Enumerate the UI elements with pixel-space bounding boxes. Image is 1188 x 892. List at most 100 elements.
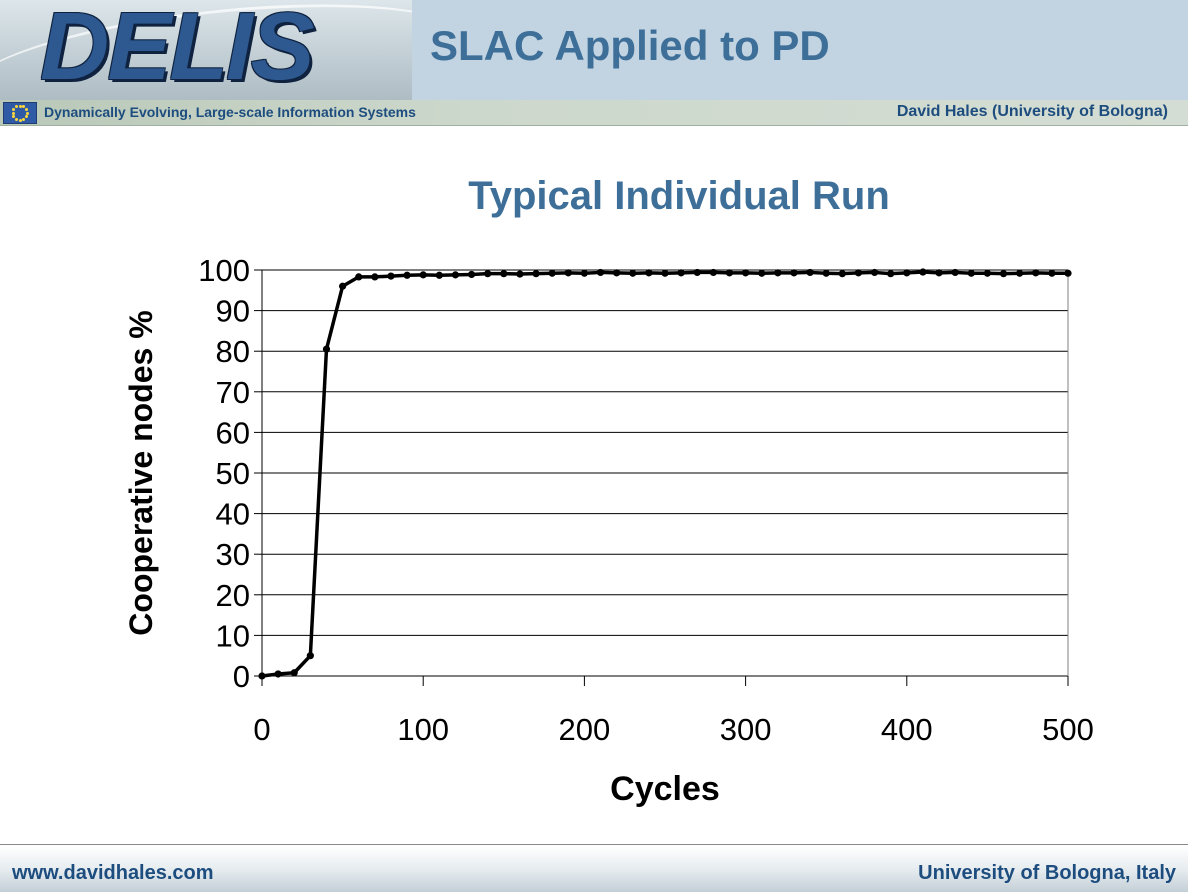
tagline: Dynamically Evolving, Large-scale Inform…	[44, 104, 416, 120]
x-tick-label: 500	[1042, 712, 1094, 747]
y-tick-label: 40	[216, 497, 250, 532]
y-tick-label: 90	[216, 294, 250, 329]
data-point	[983, 269, 992, 277]
author-credit: David Hales (University of Bologna)	[896, 103, 1168, 120]
delis-logo: DELIS	[0, 0, 412, 100]
data-point	[290, 669, 298, 677]
data-point	[339, 282, 347, 290]
y-axis-label: Cooperative nodes %	[123, 310, 159, 635]
data-point	[274, 670, 282, 678]
slide-title: SLAC Applied to PD	[430, 22, 830, 69]
eu-flag-star	[12, 108, 16, 111]
data-point	[645, 269, 653, 277]
data-point	[1064, 269, 1072, 277]
data-point	[596, 268, 605, 277]
y-tick-label: 0	[233, 659, 250, 694]
data-point	[306, 652, 314, 660]
y-tick-label: 30	[216, 537, 250, 572]
data-point	[516, 270, 524, 278]
footer-affiliation: University of Bologna, Italy	[918, 862, 1176, 884]
x-tick-label: 200	[559, 712, 611, 747]
data-point	[484, 270, 492, 278]
data-point	[742, 269, 750, 277]
data-point	[258, 672, 266, 680]
data-point	[548, 269, 556, 277]
data-point	[999, 270, 1008, 278]
data-point	[419, 271, 427, 279]
data-point	[1032, 269, 1040, 277]
axes	[254, 269, 1069, 686]
header-band: Dynamically Evolving, Large-scale Inform…	[0, 100, 1188, 126]
logo-text: DELIS	[40, 0, 315, 100]
data-point	[564, 269, 572, 277]
data-point	[935, 269, 943, 277]
eu-flag-star	[24, 115, 28, 118]
data-point	[887, 270, 895, 278]
y-tick-label: 10	[216, 618, 250, 653]
data-point	[903, 269, 911, 277]
tick-labels: 0 10 20 30 40 50 60 70 80 90 100 0 100 200 300 400 500	[198, 253, 1094, 747]
data-point	[435, 271, 443, 279]
footer-website: www.davidhales.com	[12, 862, 214, 884]
x-tick-label: 300	[720, 712, 772, 747]
series-line-group	[261, 270, 1068, 678]
chart-title: Typical Individual Run	[468, 174, 890, 218]
data-point	[1016, 269, 1024, 277]
y-tick-label: 100	[198, 253, 250, 288]
data-point	[725, 269, 734, 277]
data-point	[661, 269, 669, 277]
data-point	[693, 268, 701, 277]
x-axis-label: Cycles	[610, 770, 720, 808]
data-point	[629, 269, 637, 277]
data-point	[758, 269, 766, 277]
data-point	[355, 273, 363, 281]
y-tick-label: 80	[216, 334, 250, 369]
data-point	[854, 269, 863, 277]
data-point	[709, 268, 717, 277]
eu-flag-star	[22, 105, 25, 109]
eu-flag-star	[11, 111, 15, 115]
y-tick-label: 60	[216, 415, 250, 450]
header-title-area: SLAC Applied to PD	[412, 0, 1188, 100]
data-point	[580, 269, 589, 277]
x-tick-label: 400	[881, 712, 933, 747]
data-point	[371, 273, 379, 281]
data-point	[919, 268, 927, 276]
data-point	[467, 270, 476, 279]
y-tick-label: 50	[216, 456, 250, 491]
eu-flag-icon	[3, 102, 37, 124]
y-tick-label: 20	[216, 578, 250, 613]
footer-divider	[0, 844, 1188, 845]
data-point	[774, 269, 782, 277]
data-point	[951, 268, 959, 277]
x-tick-label: 0	[253, 712, 270, 747]
data-point	[387, 272, 395, 280]
data-point	[322, 345, 331, 353]
data-point	[1048, 269, 1056, 277]
data-point	[822, 269, 830, 277]
data-point	[500, 270, 508, 278]
data-point	[870, 268, 879, 277]
eu-flag-star	[25, 111, 29, 115]
eu-flag-star	[15, 117, 18, 121]
data-point	[532, 270, 540, 278]
eu-flag-star	[15, 105, 18, 109]
y-tick-label: 70	[216, 375, 250, 410]
grid-lines	[262, 269, 1068, 636]
eu-flag-star	[22, 117, 25, 121]
data-point	[806, 268, 814, 277]
eu-flag-star	[18, 118, 22, 122]
x-tick-label: 100	[397, 712, 449, 747]
eu-flag-star	[12, 115, 16, 118]
data-point	[403, 271, 411, 279]
data-point	[967, 269, 975, 277]
data-point	[613, 269, 621, 277]
series-line	[261, 270, 1068, 678]
footer-band	[0, 846, 1188, 892]
data-point	[677, 269, 685, 277]
eu-flag-star	[18, 104, 22, 108]
series-points-group	[258, 268, 1072, 680]
data-point	[838, 270, 846, 278]
eu-flag-star	[24, 108, 28, 111]
